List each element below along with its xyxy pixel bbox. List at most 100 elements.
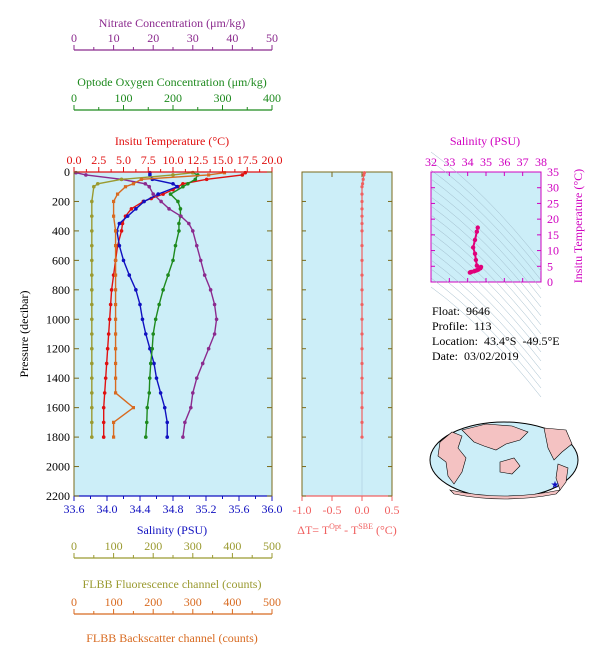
oxygen-point bbox=[166, 273, 170, 277]
fluorescence-point bbox=[119, 177, 124, 182]
fluorescence-point bbox=[90, 332, 94, 336]
oxygen-tick-label: 100 bbox=[115, 91, 133, 105]
backscatter-point bbox=[139, 177, 143, 181]
dt-point bbox=[360, 332, 364, 336]
pressure-tick-label: 1200 bbox=[46, 342, 70, 356]
temperature-tick-label: 2.5 bbox=[91, 153, 106, 167]
backscatter-point bbox=[113, 302, 118, 307]
oxygen-point bbox=[157, 302, 161, 307]
pressure-tick-label: 200 bbox=[52, 194, 70, 208]
fluorescence-point bbox=[90, 435, 94, 439]
map-land-antarctica bbox=[449, 489, 561, 500]
pressure-tick-label: 2200 bbox=[46, 489, 70, 503]
dt-point bbox=[360, 273, 364, 277]
oxygen-tick-label: 400 bbox=[263, 91, 281, 105]
ts-point bbox=[470, 245, 476, 250]
profile-plot-area bbox=[73, 171, 273, 497]
dt-point bbox=[360, 258, 364, 262]
nitrate-point bbox=[189, 405, 193, 410]
salinity-point bbox=[125, 214, 130, 218]
salinity-point bbox=[152, 361, 156, 366]
dt-tick-label: 0.5 bbox=[385, 503, 400, 517]
dt-point bbox=[360, 420, 364, 424]
oxygen-point bbox=[178, 207, 183, 211]
nitrate-point bbox=[167, 207, 171, 211]
nitrate-tick-label: 40 bbox=[226, 31, 238, 45]
ts-x-tick-label: 38 bbox=[535, 155, 547, 169]
backscatter-tick-label: 500 bbox=[263, 595, 281, 609]
oxygen-point bbox=[173, 243, 178, 248]
salinity-point bbox=[148, 173, 152, 177]
ts-y-tick-label: 5 bbox=[547, 259, 553, 273]
nitrate-tick-label: 10 bbox=[108, 31, 120, 45]
salinity-point bbox=[143, 332, 148, 336]
fluorescence-point bbox=[171, 173, 175, 177]
ts-y-tick-label: 15 bbox=[547, 228, 559, 242]
temperature-point bbox=[119, 229, 124, 233]
float-id: Float: 9646 bbox=[432, 304, 491, 318]
pressure-tick-label: 800 bbox=[52, 283, 70, 297]
temperature-point bbox=[204, 177, 209, 182]
salinity-axis-title: Salinity (PSU) bbox=[137, 523, 207, 537]
ts-point bbox=[473, 257, 479, 263]
oxygen-point bbox=[177, 221, 181, 226]
ts-isopycnal bbox=[430, 151, 542, 263]
temperature-point bbox=[129, 207, 134, 211]
float-location: Location: 43.4°S -49.5°E bbox=[432, 334, 560, 348]
nitrate-point bbox=[183, 420, 187, 425]
oxygen-tick-label: 0 bbox=[71, 91, 77, 105]
profile-date: Date: 03/02/2019 bbox=[432, 349, 519, 363]
temperature-point bbox=[102, 391, 107, 395]
pressure-tick-label: 1000 bbox=[46, 312, 70, 326]
temperature-point bbox=[103, 376, 108, 380]
ts-x-tick-label: 35 bbox=[480, 155, 492, 169]
ts-isopycnal bbox=[430, 205, 542, 317]
backscatter-point bbox=[113, 347, 118, 351]
pressure-tick-label: 1400 bbox=[46, 371, 70, 385]
backscatter-tick-label: 100 bbox=[105, 595, 123, 609]
backscatter-point bbox=[222, 171, 227, 175]
ts-y-tick-label: 0 bbox=[547, 275, 553, 289]
fluorescence-series-line bbox=[91, 172, 193, 438]
ts-isopycnal bbox=[430, 214, 542, 326]
dt-tick-label: 0.0 bbox=[355, 503, 370, 517]
nitrate-point bbox=[191, 391, 195, 395]
nitrate-point bbox=[187, 221, 191, 226]
dt-point bbox=[360, 435, 364, 439]
salinity-point bbox=[175, 184, 179, 189]
ts-point bbox=[472, 237, 478, 243]
nitrate-tick-label: 50 bbox=[266, 31, 278, 45]
temperature-point bbox=[107, 317, 112, 322]
nitrate-point bbox=[143, 181, 148, 186]
fluorescence-point bbox=[90, 199, 94, 204]
oxygen-tick-label: 300 bbox=[214, 91, 232, 105]
fluorescence-point bbox=[90, 376, 94, 380]
oxygen-point bbox=[176, 199, 180, 204]
salinity-point bbox=[171, 181, 175, 186]
nitrate-point bbox=[151, 192, 155, 196]
salinity-point bbox=[142, 199, 146, 204]
nitrate-point bbox=[181, 435, 185, 439]
salinity-point bbox=[165, 435, 170, 439]
dt-point bbox=[360, 192, 364, 196]
dt-tick-label: -0.5 bbox=[323, 503, 342, 517]
backscatter-point bbox=[113, 244, 118, 248]
salinity-point bbox=[117, 243, 122, 248]
fluorescence-tick-label: 200 bbox=[144, 539, 162, 553]
nitrate-point bbox=[179, 214, 183, 218]
oxygen-point bbox=[193, 177, 198, 182]
backscatter-point bbox=[113, 391, 118, 395]
temperature-tick-label: 0.0 bbox=[67, 153, 82, 167]
oxygen-point bbox=[145, 405, 150, 410]
ts-point bbox=[474, 229, 480, 234]
backscatter-point bbox=[112, 420, 116, 424]
nitrate-point bbox=[84, 173, 88, 177]
ts-y-tick-label: 25 bbox=[547, 196, 559, 210]
fluorescence-point bbox=[90, 420, 94, 425]
fluorescence-point bbox=[95, 181, 100, 186]
profile-number: Profile: 113 bbox=[432, 319, 492, 333]
fluorescence-point bbox=[90, 391, 94, 395]
dt-axis-title: ΔT= TOpt - TSBE (°C) bbox=[297, 522, 397, 537]
temperature-point bbox=[240, 173, 245, 177]
salinity-tick-label: 34.0 bbox=[97, 502, 118, 516]
